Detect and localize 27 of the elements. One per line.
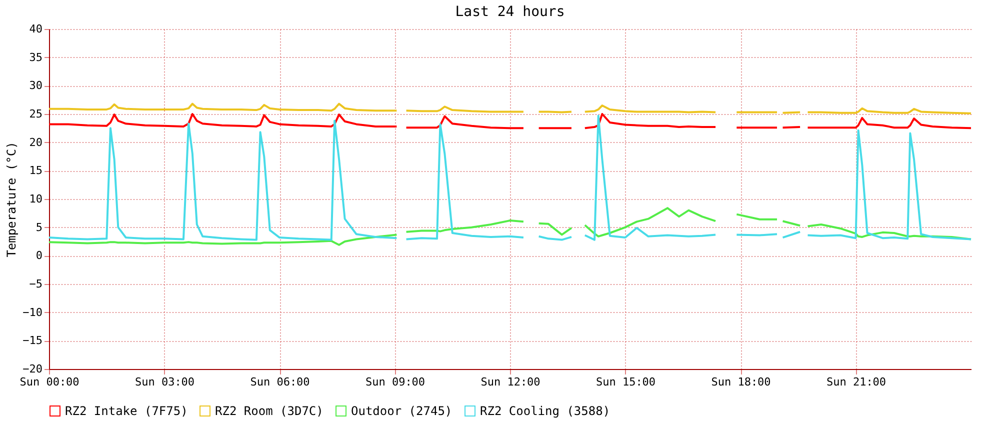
y-tick-label: 10 <box>29 192 42 206</box>
y-tick-label: 40 <box>29 22 42 36</box>
y-tick-label: −10 <box>22 306 42 319</box>
x-tick-label: Sun 06:00 <box>250 376 310 388</box>
legend-label: RZ2 Intake (7F75) <box>65 404 188 418</box>
legend-label: RZ2 Cooling (3588) <box>480 404 610 418</box>
x-tick-label: Sun 09:00 <box>365 376 426 388</box>
y-tick-label: 25 <box>29 108 42 120</box>
x-tick-label: Sun 15:00 <box>596 376 656 388</box>
y-tick-label: −15 <box>22 334 42 348</box>
y-tick-label: 0 <box>36 249 42 262</box>
legend-label: Outdoor (2745) <box>351 404 452 418</box>
x-tick-label: Sun 00:00 <box>20 376 80 388</box>
y-tick-label: 15 <box>29 164 42 178</box>
y-tick-label: 20 <box>29 136 42 149</box>
y-tick-label: 35 <box>29 50 42 64</box>
x-tick-label: Sun 12:00 <box>480 376 540 388</box>
y-axis-title: Temperature (°C) <box>4 142 19 258</box>
x-tick-label: Sun 18:00 <box>711 376 771 388</box>
x-tick-label: Sun 03:00 <box>134 376 195 388</box>
y-tick-label: 30 <box>29 79 42 92</box>
x-tick-label: Sun 21:00 <box>826 376 886 388</box>
y-tick-label: 5 <box>36 220 42 234</box>
legend-label: RZ2 Room (3D7C) <box>215 404 324 418</box>
y-tick-label: −20 <box>22 362 42 376</box>
chart-title: Last 24 hours <box>455 4 565 20</box>
y-tick-label: −5 <box>29 278 42 290</box>
